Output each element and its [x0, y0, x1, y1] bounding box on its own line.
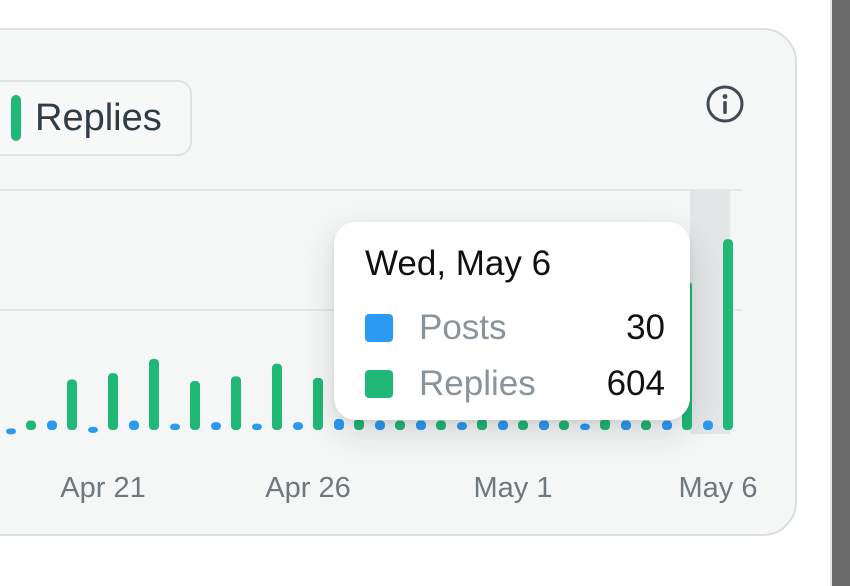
legend-swatch-replies [11, 95, 21, 141]
tooltip-value: 30 [626, 308, 665, 347]
x-tick-label: Apr 21 [60, 472, 145, 504]
bar-posts-may-4[interactable] [621, 420, 631, 430]
bar-posts-may-1[interactable] [498, 420, 508, 430]
bar-posts-apr-23[interactable] [170, 423, 180, 430]
bar-posts-may-5[interactable] [662, 420, 672, 430]
bar-posts-apr-27[interactable] [334, 418, 344, 430]
bar-posts-apr-24[interactable] [211, 422, 221, 430]
tooltip-swatch-posts [365, 314, 393, 342]
bar-posts-apr-20[interactable] [47, 420, 57, 430]
x-tick-label: May 1 [474, 472, 553, 504]
bar-posts-apr-22[interactable] [129, 420, 139, 430]
tooltip-swatch-replies [365, 370, 393, 398]
bar-replies-apr-28[interactable] [395, 420, 405, 430]
info-icon[interactable] [705, 84, 745, 124]
bar-replies-apr-30[interactable] [477, 418, 487, 430]
bar-replies-apr-23[interactable] [190, 381, 200, 430]
tooltip-series-name: Posts [419, 308, 507, 347]
window-edge [830, 0, 833, 586]
bar-replies-may-3[interactable] [600, 418, 610, 430]
bar-posts-may-6[interactable] [703, 420, 713, 430]
bar-replies-apr-29[interactable] [436, 420, 446, 430]
x-axis-labels: Apr 21 Apr 26 May 1 May 6 [60, 472, 757, 504]
bar-posts-apr-28[interactable] [375, 420, 385, 430]
bar-replies-may-4[interactable] [641, 420, 651, 430]
x-tick-label: May 6 [679, 472, 758, 504]
bar-replies-apr-26[interactable] [313, 377, 323, 430]
bar-posts-may-3[interactable] [580, 423, 590, 430]
bar-posts-apr-29[interactable] [416, 420, 426, 430]
legend-chip-replies[interactable] [0, 80, 192, 156]
bar-replies-apr-21[interactable] [108, 373, 118, 430]
scrollbar-track[interactable] [832, 0, 850, 586]
legend-label-replies: Replies [35, 97, 162, 139]
bar-posts-apr-21[interactable] [88, 426, 98, 433]
bar-posts-apr-19[interactable] [6, 428, 16, 435]
bar-replies-apr-22[interactable] [149, 358, 159, 430]
chart-tooltip: Wed, May 6 Posts 30 Replies 604 [334, 222, 690, 420]
x-tick-label: Apr 26 [265, 472, 350, 504]
bar-posts-apr-30[interactable] [457, 422, 467, 430]
tooltip-series-name: Replies [419, 364, 536, 403]
bar-posts-may-2[interactable] [539, 420, 549, 430]
bar-replies-may-6[interactable] [723, 239, 733, 430]
bar-replies-may-2[interactable] [559, 420, 569, 430]
bar-replies-may-1[interactable] [518, 420, 528, 430]
bar-replies-apr-19[interactable] [26, 420, 36, 430]
tooltip-value: 604 [606, 364, 665, 403]
bar-posts-apr-26[interactable] [293, 422, 303, 430]
bar-replies-apr-25[interactable] [272, 363, 282, 430]
tooltip-date: Wed, May 6 [365, 244, 552, 283]
bar-replies-apr-27[interactable] [354, 418, 364, 430]
bar-replies-apr-20[interactable] [67, 379, 77, 430]
bar-replies-apr-24[interactable] [231, 376, 241, 430]
tooltip-row-replies: Replies 604 [365, 362, 665, 406]
bar-posts-apr-25[interactable] [252, 423, 262, 430]
tooltip-row-posts: Posts 30 [365, 306, 665, 350]
bars [6, 239, 733, 435]
